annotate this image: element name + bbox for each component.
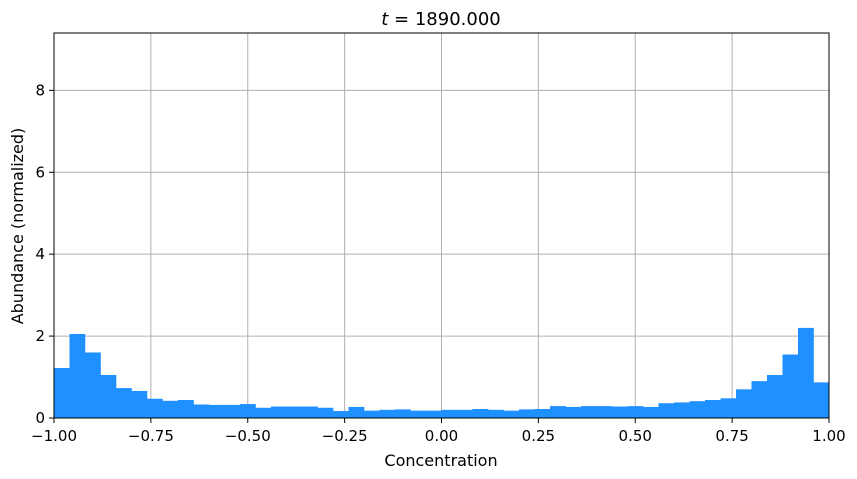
histogram-bar (209, 404, 225, 418)
histogram-bar (302, 406, 318, 418)
histogram-bar (333, 411, 349, 418)
histogram-bar (54, 368, 70, 418)
y-tick-label: 8 (35, 81, 45, 99)
x-tick-label: 0.00 (425, 427, 458, 445)
histogram-bar (782, 354, 799, 418)
histogram-bar (736, 389, 752, 418)
x-tick-label: 1.00 (812, 427, 845, 445)
histogram-bar (720, 398, 737, 418)
histogram-bar (131, 390, 148, 418)
histogram-bar (767, 374, 783, 418)
histogram-bar (348, 406, 365, 418)
histogram-bar (612, 406, 628, 418)
histogram-bar (85, 352, 101, 418)
chart-title: t = 1890.000 (381, 9, 500, 30)
y-tick-label: 2 (35, 327, 45, 345)
x-tick-label: 0.25 (522, 427, 555, 445)
histogram-bar (116, 388, 132, 418)
histogram-bar (798, 327, 814, 418)
y-tick-label: 4 (35, 245, 45, 263)
histogram-bar (317, 407, 334, 418)
histogram-bar (751, 381, 768, 418)
title-variable: t (381, 9, 389, 30)
histogram-bar (658, 403, 675, 418)
title-value: = 1890.000 (388, 9, 500, 30)
histogram-bar (674, 402, 690, 418)
histogram-bar (395, 409, 411, 418)
histogram-bar (69, 334, 86, 418)
histogram-bar (193, 404, 210, 418)
histogram-bar (364, 410, 380, 418)
histogram-bar (426, 410, 442, 418)
histogram-bar (503, 410, 520, 418)
histogram-bar (457, 409, 473, 418)
x-axis-label: Concentration (384, 451, 497, 470)
x-tick-label: −1.00 (31, 427, 77, 445)
histogram-bar (813, 382, 830, 418)
histogram-bar (240, 404, 256, 418)
histogram-bar (255, 407, 272, 418)
y-tick-label: 0 (35, 409, 45, 427)
bars (54, 327, 830, 418)
histogram-bar (441, 409, 458, 418)
x-tick-label: 0.75 (715, 427, 748, 445)
histogram-bar (705, 399, 721, 418)
histogram-bar (627, 406, 644, 418)
x-tick-label: −0.50 (225, 427, 271, 445)
histogram-bar (271, 406, 287, 418)
histogram-bar (488, 409, 504, 418)
ticks: −1.00 −0.75 −0.50 −0.25 0.00 0.25 0.50 0.75 1.00… (31, 81, 846, 445)
y-axis-label: Abundance (normalized) (8, 128, 27, 325)
histogram-bar (519, 409, 535, 418)
x-tick-label: 0.50 (619, 427, 652, 445)
histogram-bar (410, 410, 427, 418)
histogram-bar (224, 404, 241, 418)
histogram-bar (534, 408, 551, 418)
histogram-bar (286, 406, 303, 418)
histogram-bar (596, 406, 613, 418)
histogram-bar (689, 401, 706, 418)
histogram-bar (550, 406, 566, 418)
histogram-bar (162, 400, 179, 418)
x-tick-label: −0.75 (128, 427, 174, 445)
histogram-bar (147, 398, 163, 418)
x-tick-label: −0.25 (322, 427, 368, 445)
histogram-bar (565, 406, 582, 418)
histogram-bar (472, 408, 489, 418)
histogram-bar (100, 374, 117, 418)
histogram-bar (379, 409, 396, 418)
histogram-bar (581, 406, 597, 418)
histogram-bar (643, 406, 659, 418)
histogram-bar (178, 399, 194, 418)
y-tick-label: 6 (35, 163, 45, 181)
